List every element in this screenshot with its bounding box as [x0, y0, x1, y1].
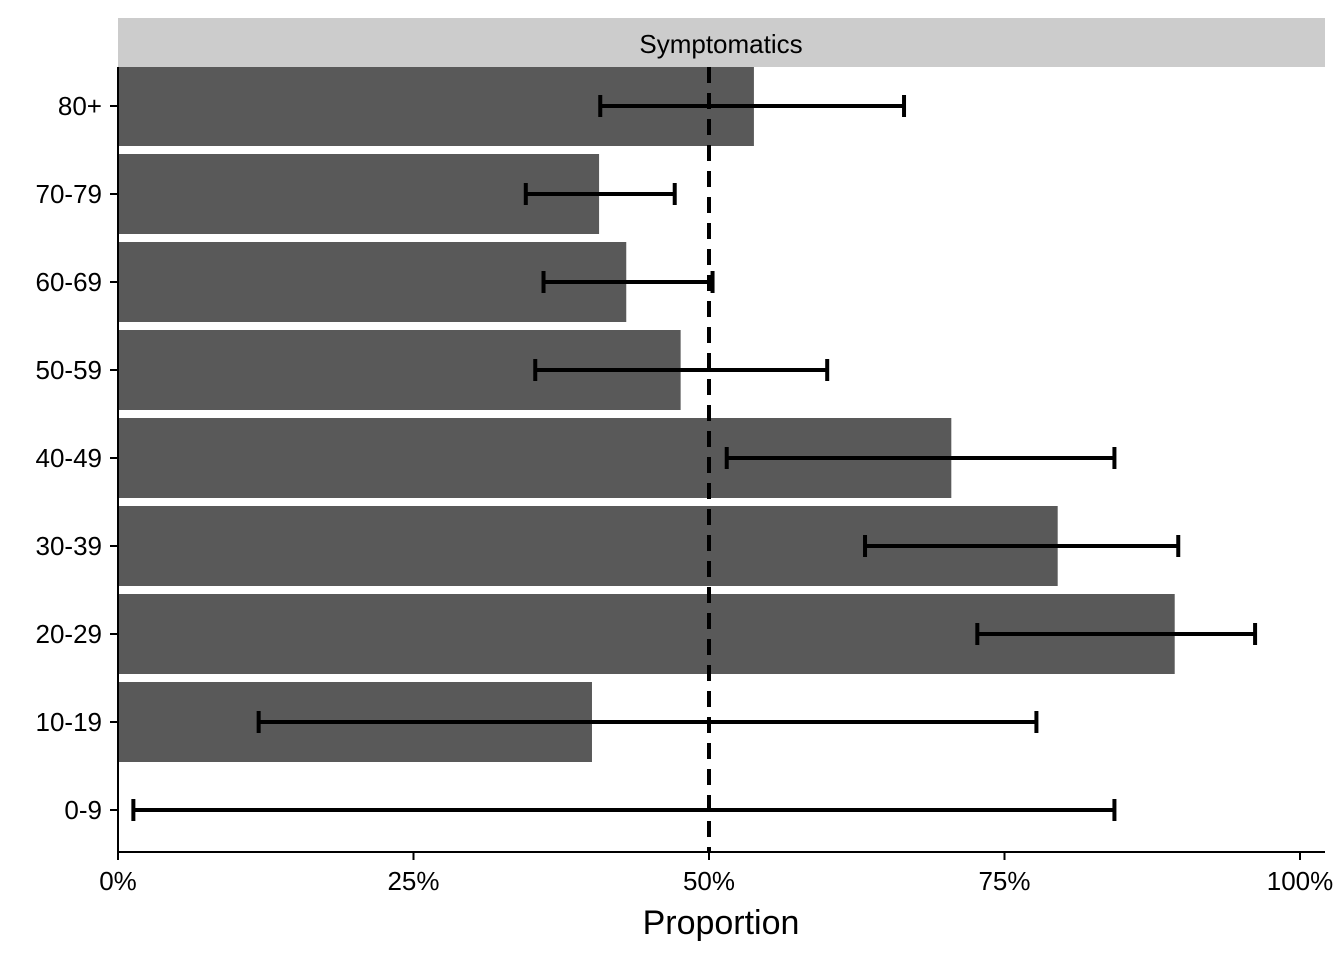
y-tick-label-60-69: 60-69 [36, 267, 103, 297]
panel-strip-background [118, 18, 1325, 67]
x-axis-title: Proportion [643, 904, 800, 942]
x-tick-label: 25% [387, 866, 439, 896]
y-tick-label-40-49: 40-49 [36, 443, 103, 473]
y-tick-label-0-9: 0-9 [64, 795, 102, 825]
x-tick-label: 75% [978, 866, 1030, 896]
bar-70-79 [118, 154, 600, 234]
bars [118, 67, 1175, 762]
y-tick-label-70-79: 70-79 [36, 179, 103, 209]
panel-title: Symptomatics [639, 29, 802, 59]
error-bars [131, 95, 1258, 821]
y-tick-label-50-59: 50-59 [36, 355, 103, 385]
error-bar-70-79 [523, 183, 677, 205]
x-axis-ticks: 0% 25% 50% 75% 100% [99, 852, 1333, 896]
x-tick-label: 50% [683, 866, 735, 896]
error-bar-10-19 [256, 711, 1039, 733]
error-bar-60-69 [541, 271, 715, 293]
y-tick-label-10-19: 10-19 [36, 707, 103, 737]
x-tick-label: 0% [99, 866, 137, 896]
panel-strip: Symptomatics [118, 18, 1325, 67]
y-tick-label-30-39: 30-39 [36, 531, 103, 561]
y-tick-label-80+: 80+ [58, 91, 102, 121]
error-bar-80+ [598, 95, 907, 117]
y-axis-ticks: 80+ 70-79 60-69 50-59 40-49 30-39 20-29 10-19 0-… [36, 91, 118, 825]
error-bar-50-59 [533, 359, 830, 381]
error-bar-20-29 [975, 623, 1258, 645]
y-tick-label-20-29: 20-29 [36, 619, 103, 649]
x-tick-label: 100% [1267, 866, 1334, 896]
error-bar-0-9 [131, 799, 1117, 821]
error-bar-40-49 [724, 447, 1117, 469]
error-bar-30-39 [863, 535, 1181, 557]
